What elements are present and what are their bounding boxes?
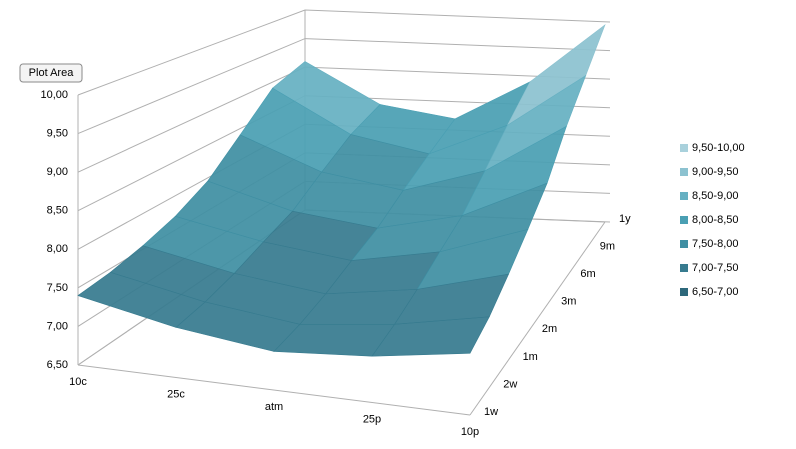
floor-edge bbox=[77, 364, 471, 416]
z-tick-label: 7,00 bbox=[47, 320, 68, 332]
z-tick-label: 6,50 bbox=[47, 359, 68, 371]
legend-swatch bbox=[680, 264, 688, 272]
z-tick-label: 10,00 bbox=[40, 89, 68, 101]
legend-swatch bbox=[680, 216, 688, 224]
legend-swatch bbox=[680, 144, 688, 152]
legend-label: 9,50-10,00 bbox=[692, 142, 745, 154]
legend-swatch bbox=[680, 288, 688, 296]
legend-label: 8,50-9,00 bbox=[692, 190, 738, 202]
tooltip-box bbox=[19, 63, 83, 83]
floor-edge bbox=[469, 221, 606, 416]
x-tick-label: 10c bbox=[69, 376, 87, 388]
surface-patch bbox=[371, 316, 490, 357]
depth-tick-label: 3m bbox=[561, 296, 576, 308]
legend-swatch bbox=[680, 168, 688, 176]
x-tick-label: atm bbox=[265, 401, 283, 413]
legend-label: 6,50-7,00 bbox=[692, 286, 738, 298]
legend-swatch bbox=[680, 192, 688, 200]
x-tick-label: 25c bbox=[167, 388, 185, 400]
depth-tick-label: 1m bbox=[523, 351, 538, 363]
legend-label: 8,00-8,50 bbox=[692, 214, 738, 226]
legend-label: 7,50-8,00 bbox=[692, 238, 738, 250]
z-tick-label: 9,00 bbox=[47, 166, 68, 178]
legend-label: 9,00-9,50 bbox=[692, 166, 738, 178]
z-tick-label: 9,50 bbox=[47, 127, 68, 139]
z-tick-label: 7,50 bbox=[47, 282, 68, 294]
x-tick-label: 25p bbox=[363, 413, 381, 425]
depth-tick-label: 1y bbox=[619, 213, 631, 225]
depth-tick-label: 1w bbox=[484, 406, 498, 418]
legend-swatch bbox=[680, 240, 688, 248]
depth-tick-label: 2w bbox=[503, 378, 517, 390]
x-tick-label: 10p bbox=[461, 426, 479, 438]
z-tick-label: 8,00 bbox=[47, 243, 68, 255]
tooltip-text: Plot Area bbox=[29, 67, 75, 79]
z-tick-label: 8,50 bbox=[47, 205, 68, 217]
legend-label: 7,00-7,50 bbox=[692, 262, 738, 274]
depth-tick-label: 6m bbox=[580, 268, 595, 280]
tooltip: Plot Area bbox=[19, 63, 83, 83]
depth-tick-label: 9m bbox=[600, 240, 615, 252]
depth-tick-label: 2m bbox=[542, 323, 557, 335]
